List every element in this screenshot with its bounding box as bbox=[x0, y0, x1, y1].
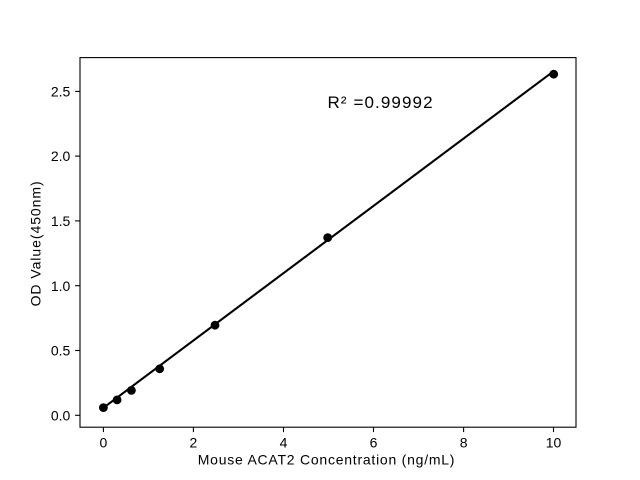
svg-text:4: 4 bbox=[280, 434, 288, 450]
svg-text:Mouse ACAT2 Concentration (ng/: Mouse ACAT2 Concentration (ng/mL) bbox=[198, 452, 455, 468]
svg-text:2.0: 2.0 bbox=[51, 148, 71, 164]
svg-text:1.0: 1.0 bbox=[51, 278, 71, 294]
svg-text:0.0: 0.0 bbox=[51, 407, 71, 423]
svg-text:8: 8 bbox=[460, 434, 468, 450]
svg-text:2: 2 bbox=[190, 434, 198, 450]
svg-text:OD Value(450nm): OD Value(450nm) bbox=[28, 180, 44, 306]
svg-text:2.5: 2.5 bbox=[51, 84, 71, 100]
svg-text:0: 0 bbox=[100, 434, 108, 450]
svg-text:6: 6 bbox=[370, 434, 378, 450]
svg-text:1.5: 1.5 bbox=[51, 213, 71, 229]
svg-text:R² =0.99992: R² =0.99992 bbox=[328, 93, 434, 112]
svg-text:0.5: 0.5 bbox=[51, 343, 71, 359]
svg-text:10: 10 bbox=[546, 434, 562, 450]
